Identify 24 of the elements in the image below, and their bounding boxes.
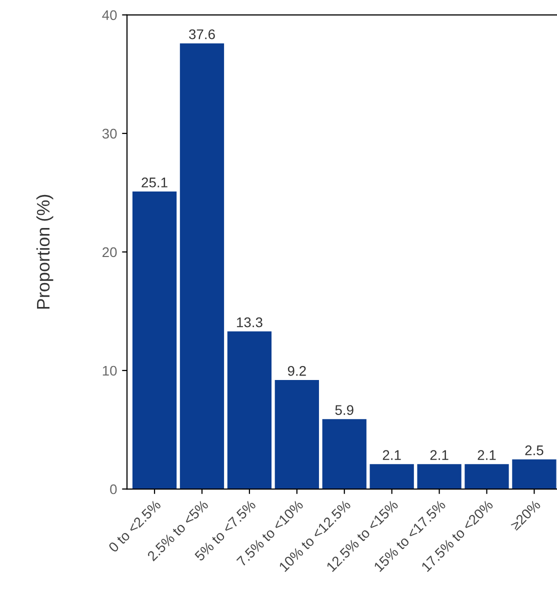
data-label: 13.3 xyxy=(236,317,262,328)
y-tick-label: 10 xyxy=(102,366,117,376)
bar xyxy=(370,464,414,490)
y-tick-label: 40 xyxy=(102,10,117,20)
data-label: 9.2 xyxy=(288,366,306,376)
data-label: 25.1 xyxy=(142,178,168,188)
bar xyxy=(417,464,462,490)
data-label: 5.9 xyxy=(335,405,354,415)
bar xyxy=(132,192,177,490)
y-axis-title: Proportion (%) xyxy=(36,194,54,309)
y-tick-label: 0 xyxy=(110,484,117,494)
bar xyxy=(464,464,509,490)
y-tick-label: 20 xyxy=(102,247,117,258)
bar xyxy=(274,380,319,490)
data-label: 2.1 xyxy=(430,450,448,460)
data-label: 2.1 xyxy=(478,450,496,460)
data-label: 37.6 xyxy=(189,29,215,40)
bar xyxy=(180,43,224,490)
data-label: 2.5 xyxy=(525,445,544,456)
bar xyxy=(512,459,556,490)
bar xyxy=(322,419,366,490)
bar xyxy=(227,331,272,490)
y-tick-label: 30 xyxy=(102,128,117,139)
data-label: 2.1 xyxy=(382,450,401,460)
